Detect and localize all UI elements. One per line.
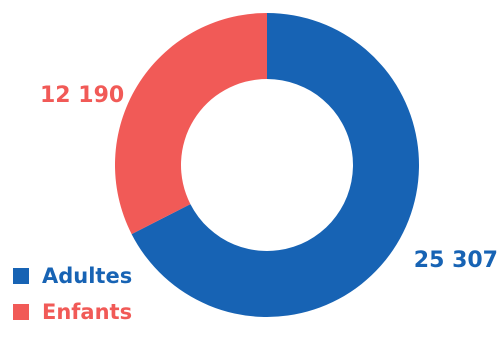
- legend-label-enfants: Enfants: [42, 300, 133, 324]
- legend-item-enfants: Enfants: [13, 294, 132, 330]
- slice-value-label-enfants: 12 190: [40, 83, 124, 108]
- legend-item-adultes: Adultes: [13, 258, 132, 294]
- slice-value-label-adultes: 25 307: [414, 248, 498, 273]
- legend-swatch-adultes: [13, 268, 29, 284]
- legend-label-adultes: Adultes: [42, 264, 133, 288]
- legend: Adultes Enfants: [13, 258, 132, 330]
- donut-slice-adultes: [131, 13, 419, 318]
- legend-swatch-enfants: [13, 304, 29, 320]
- donut-slice-enfants: [114, 13, 268, 235]
